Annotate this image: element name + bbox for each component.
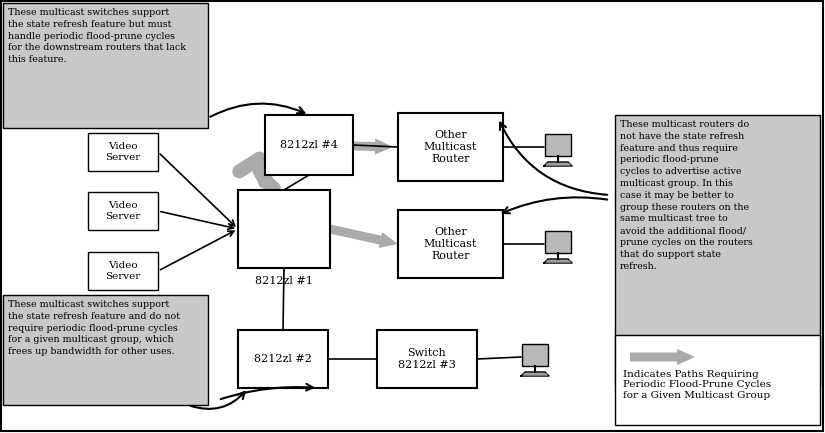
Bar <box>88 133 158 171</box>
Text: Indicates Paths Requiring
Periodic Flood-Prune Cycles
for a Given Multicast Grou: Indicates Paths Requiring Periodic Flood… <box>623 370 771 400</box>
Text: 8212zl #2: 8212zl #2 <box>254 354 312 364</box>
Polygon shape <box>544 162 572 166</box>
Polygon shape <box>521 372 549 376</box>
Bar <box>238 190 330 268</box>
FancyArrow shape <box>314 139 393 155</box>
Bar <box>88 252 158 290</box>
Bar <box>398 113 503 181</box>
Bar <box>3 295 208 405</box>
Bar <box>615 335 820 425</box>
Polygon shape <box>544 259 572 263</box>
Text: 8212zl #4: 8212zl #4 <box>280 140 338 150</box>
Text: These multicast switches support
the state refresh feature but must
handle perio: These multicast switches support the sta… <box>8 8 186 64</box>
Bar <box>398 210 503 278</box>
Text: Video
Server: Video Server <box>106 201 140 221</box>
Text: 8212zl #1: 8212zl #1 <box>255 276 313 286</box>
Bar <box>522 344 548 366</box>
Text: These multicast switches support
the state refresh feature and do not
require pe: These multicast switches support the sta… <box>8 300 180 356</box>
Bar <box>265 115 353 175</box>
FancyArrow shape <box>329 225 398 248</box>
Bar <box>238 330 328 388</box>
FancyArrow shape <box>630 349 695 365</box>
Bar <box>545 231 571 253</box>
Bar <box>545 134 571 156</box>
Text: Other
Multicast
Router: Other Multicast Router <box>424 130 477 164</box>
Text: Video
Server: Video Server <box>106 142 140 162</box>
Text: Video
Server: Video Server <box>106 261 140 281</box>
Bar <box>615 115 820 385</box>
FancyArrowPatch shape <box>239 158 274 188</box>
Bar <box>88 192 158 230</box>
Bar <box>377 330 477 388</box>
Bar <box>3 3 208 128</box>
Text: These multicast routers do
not have the state refresh
feature and thus require
p: These multicast routers do not have the … <box>620 120 752 271</box>
Text: Switch
8212zl #3: Switch 8212zl #3 <box>398 348 456 370</box>
Text: Other
Multicast
Router: Other Multicast Router <box>424 227 477 261</box>
